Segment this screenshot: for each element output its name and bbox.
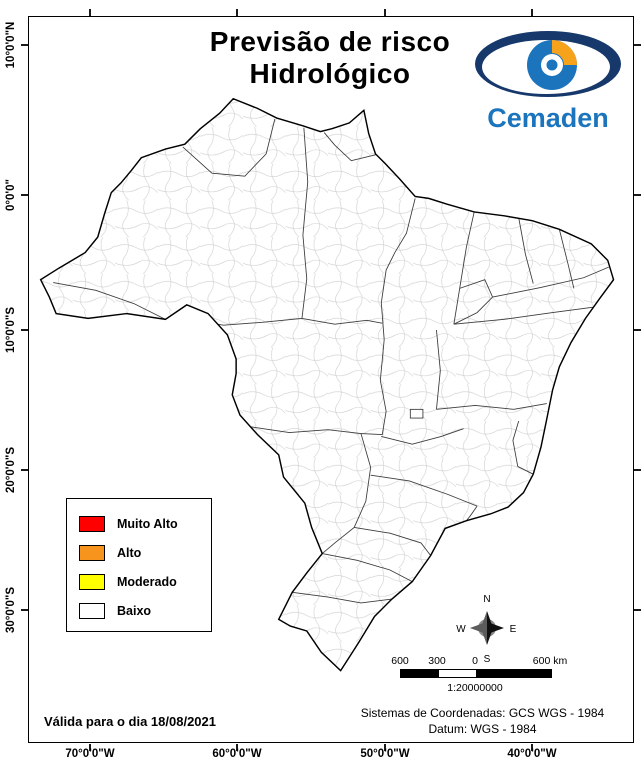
logo-orange-arc — [552, 40, 577, 65]
state-border-line — [301, 127, 309, 319]
state-border-line — [322, 553, 413, 582]
compass-south-label: S — [484, 654, 491, 664]
state-border-line — [360, 380, 387, 435]
legend-item-label: Muito Alto — [117, 516, 178, 531]
legend-item: Alto — [79, 538, 199, 567]
validity-text: Válida para o dia 18/08/2021 — [44, 714, 216, 729]
state-border-line — [453, 306, 597, 325]
state-border-line — [292, 591, 392, 604]
axis-label-latitude: 10°0'0"N — [5, 21, 17, 69]
cemaden-logo: Cemaden — [468, 28, 633, 136]
scale-bar-segment — [476, 670, 551, 677]
scale-bar-graphic — [400, 669, 552, 678]
legend-color-swatch — [79, 515, 105, 532]
legend-item-label: Baixo — [117, 603, 152, 618]
state-border-line — [436, 329, 441, 410]
state-border-line — [453, 296, 493, 325]
state-border-line — [453, 211, 475, 325]
scale-tick-label: 600 km — [532, 655, 568, 667]
state-border-line — [492, 266, 609, 298]
legend-color-swatch — [79, 602, 105, 619]
crs-line2: Datum: WGS - 1984 — [428, 722, 537, 737]
legend-item: Baixo — [79, 596, 199, 625]
state-border-line — [381, 428, 464, 445]
state-border-line — [518, 217, 534, 284]
state-border-line — [370, 474, 478, 507]
compass-north-label: N — [483, 594, 490, 605]
axis-label-longitude: 50°0'0"W — [360, 748, 410, 760]
map-title-line2: Hidrológico — [249, 58, 411, 90]
crs-line1: Sistemas de Coordenadas: GCS WGS - 1984 — [360, 706, 605, 720]
legend: Muito Alto Alto Moderado Baixo — [66, 498, 212, 632]
legend-item: Muito Alto — [79, 509, 199, 538]
map-frame — [28, 16, 634, 743]
compass-rose-icon: N W E S — [456, 594, 517, 665]
state-border-line — [321, 433, 372, 554]
legend-item-label: Alto — [117, 545, 142, 560]
scale-tick-label: 300 — [428, 655, 446, 667]
compass-east-label: E — [510, 624, 517, 635]
cemaden-eye-icon: Cemaden — [475, 31, 621, 133]
state-border-line — [250, 426, 362, 434]
axis-label-latitude: 10°0'0"S — [5, 306, 17, 354]
axis-label-latitude: 0°0'0" — [5, 179, 17, 211]
scale-bar: 600 300 0 600 km 1:20000000 — [388, 655, 568, 695]
compass-rose: N W E S — [454, 592, 520, 665]
axis-label-longitude: 70°0'0"W — [65, 748, 115, 760]
state-border-line — [558, 229, 575, 289]
compass-star-highlight — [470, 611, 487, 645]
legend-item-label: Moderado — [117, 574, 177, 589]
legend-color-swatch — [79, 573, 105, 590]
compass-star-icon — [470, 611, 504, 645]
compass-west-label: W — [456, 624, 466, 635]
state-border-line — [323, 132, 376, 162]
state-border-line — [301, 317, 383, 325]
state-border-line — [459, 279, 493, 298]
state-border-line — [182, 118, 276, 177]
state-borders — [53, 118, 609, 604]
scale-bar-segment — [438, 670, 476, 677]
state-border-line — [53, 282, 166, 320]
map-title-line1: Previsão de risco — [209, 26, 451, 57]
legend-color-swatch — [79, 544, 105, 561]
state-border-line — [436, 403, 547, 410]
state-border-line — [379, 198, 416, 381]
axis-label-latitude: 20°0'0"S — [5, 446, 17, 494]
axis-label-longitude: 60°0'0"W — [212, 748, 262, 760]
federal-district-boundary — [409, 408, 424, 419]
state-border-line — [512, 420, 534, 475]
legend-item: Moderado — [79, 567, 199, 596]
crs-note: Sistemas de Coordenadas: GCS WGS - 1984 … — [335, 705, 630, 737]
scale-bar-segment — [401, 670, 439, 677]
axis-label-latitude: 30°0'0"S — [5, 586, 17, 634]
scale-tick-label: 0 — [472, 655, 478, 667]
scale-ratio-text: 1:20000000 — [447, 682, 503, 694]
axis-label-longitude: 40°0'0"W — [507, 748, 557, 760]
state-border-line — [354, 526, 431, 556]
map-title: Previsão de risco Hidrológico — [135, 26, 525, 91]
logo-wordmark: Cemaden — [487, 103, 609, 133]
logo-inner-dot — [546, 59, 558, 71]
state-border-line — [466, 505, 478, 521]
scale-tick-label: 600 — [391, 655, 409, 667]
